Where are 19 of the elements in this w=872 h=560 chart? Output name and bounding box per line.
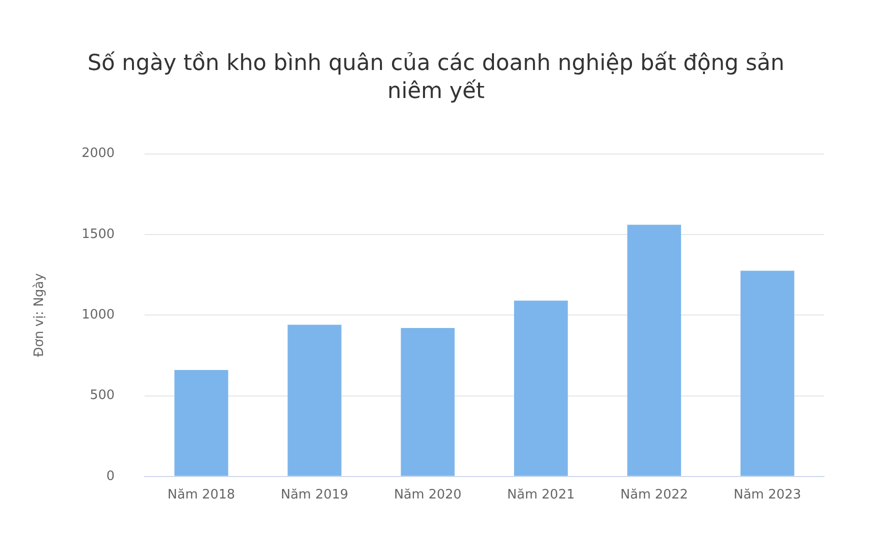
x-tick-label: Năm 2018 [168,488,236,503]
chart-title: Số ngày tồn kho bình quân của các doanh nghiệp bất động sản niêm yết [86,50,786,106]
bar [288,324,342,476]
y-tick-label: 1000 [82,307,115,322]
y-tick-label: 500 [90,388,115,404]
y-tick-label: 2000 [82,146,115,162]
x-tick-label: Năm 2022 [620,488,688,503]
x-tick-label: Năm 2020 [394,488,462,503]
bar [740,270,794,476]
y-tick-label: 1500 [82,226,115,242]
y-axis-title: Đơn vị: Ngày [32,272,48,358]
bar [400,328,455,476]
y-tick-label: 0 [106,468,115,484]
bar [174,370,228,476]
bar [627,224,682,476]
x-tick-label: Năm 2019 [280,488,348,503]
bar [514,300,568,476]
x-tick-label: Năm 2023 [734,488,802,503]
x-tick-label: Năm 2021 [507,488,575,503]
